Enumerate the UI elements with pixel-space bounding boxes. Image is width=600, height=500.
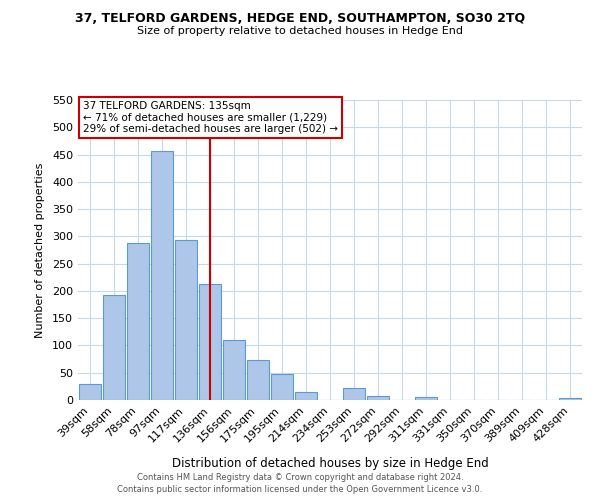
Bar (199, 284, 221, 400)
Bar (367, 396, 389, 400)
Bar (151, 150, 173, 400)
Bar (175, 240, 197, 400)
Bar (223, 340, 245, 400)
Bar (559, 398, 581, 400)
Bar (415, 398, 437, 400)
Bar (343, 388, 365, 400)
Bar (247, 360, 269, 400)
Bar (79, 384, 101, 400)
Bar (295, 392, 317, 400)
Text: 37 TELFORD GARDENS: 135sqm
← 71% of detached houses are smaller (1,229)
29% of s: 37 TELFORD GARDENS: 135sqm ← 71% of deta… (83, 101, 338, 134)
Text: Distribution of detached houses by size in Hedge End: Distribution of detached houses by size … (172, 458, 488, 470)
Bar (127, 244, 149, 400)
Text: Contains HM Land Registry data © Crown copyright and database right 2024.
Contai: Contains HM Land Registry data © Crown c… (118, 472, 482, 494)
Text: Size of property relative to detached houses in Hedge End: Size of property relative to detached ho… (137, 26, 463, 36)
Text: 37, TELFORD GARDENS, HEDGE END, SOUTHAMPTON, SO30 2TQ: 37, TELFORD GARDENS, HEDGE END, SOUTHAMP… (75, 12, 525, 26)
Y-axis label: Number of detached properties: Number of detached properties (35, 162, 45, 338)
Bar (271, 374, 293, 400)
Bar (103, 296, 125, 400)
